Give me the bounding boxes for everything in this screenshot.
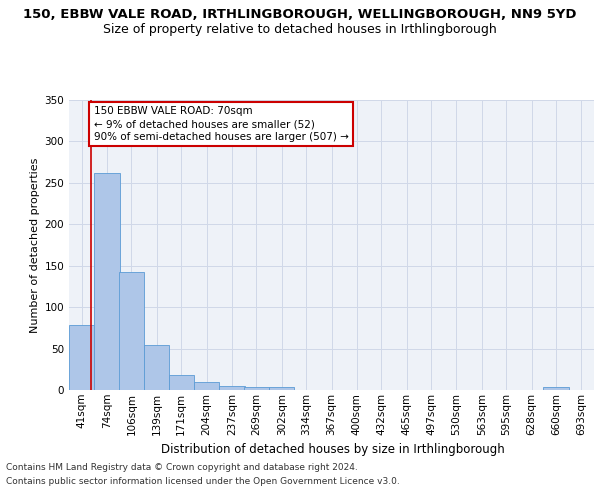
Text: 150 EBBW VALE ROAD: 70sqm
← 9% of detached houses are smaller (52)
90% of semi-d: 150 EBBW VALE ROAD: 70sqm ← 9% of detach… xyxy=(94,106,349,142)
Text: Distribution of detached houses by size in Irthlingborough: Distribution of detached houses by size … xyxy=(161,442,505,456)
Bar xyxy=(194,382,219,390)
Bar xyxy=(144,346,169,390)
Bar xyxy=(169,375,194,390)
Text: 150, EBBW VALE ROAD, IRTHLINGBOROUGH, WELLINGBOROUGH, NN9 5YD: 150, EBBW VALE ROAD, IRTHLINGBOROUGH, WE… xyxy=(23,8,577,20)
Y-axis label: Number of detached properties: Number of detached properties xyxy=(30,158,40,332)
Bar xyxy=(119,272,144,390)
Text: Contains public sector information licensed under the Open Government Licence v3: Contains public sector information licen… xyxy=(6,477,400,486)
Text: Size of property relative to detached houses in Irthlingborough: Size of property relative to detached ho… xyxy=(103,22,497,36)
Text: Contains HM Land Registry data © Crown copyright and database right 2024.: Contains HM Land Registry data © Crown c… xyxy=(6,464,358,472)
Bar xyxy=(69,326,94,390)
Bar xyxy=(244,386,269,390)
Bar xyxy=(269,386,295,390)
Bar xyxy=(219,386,245,390)
Bar xyxy=(94,173,119,390)
Bar xyxy=(544,386,569,390)
